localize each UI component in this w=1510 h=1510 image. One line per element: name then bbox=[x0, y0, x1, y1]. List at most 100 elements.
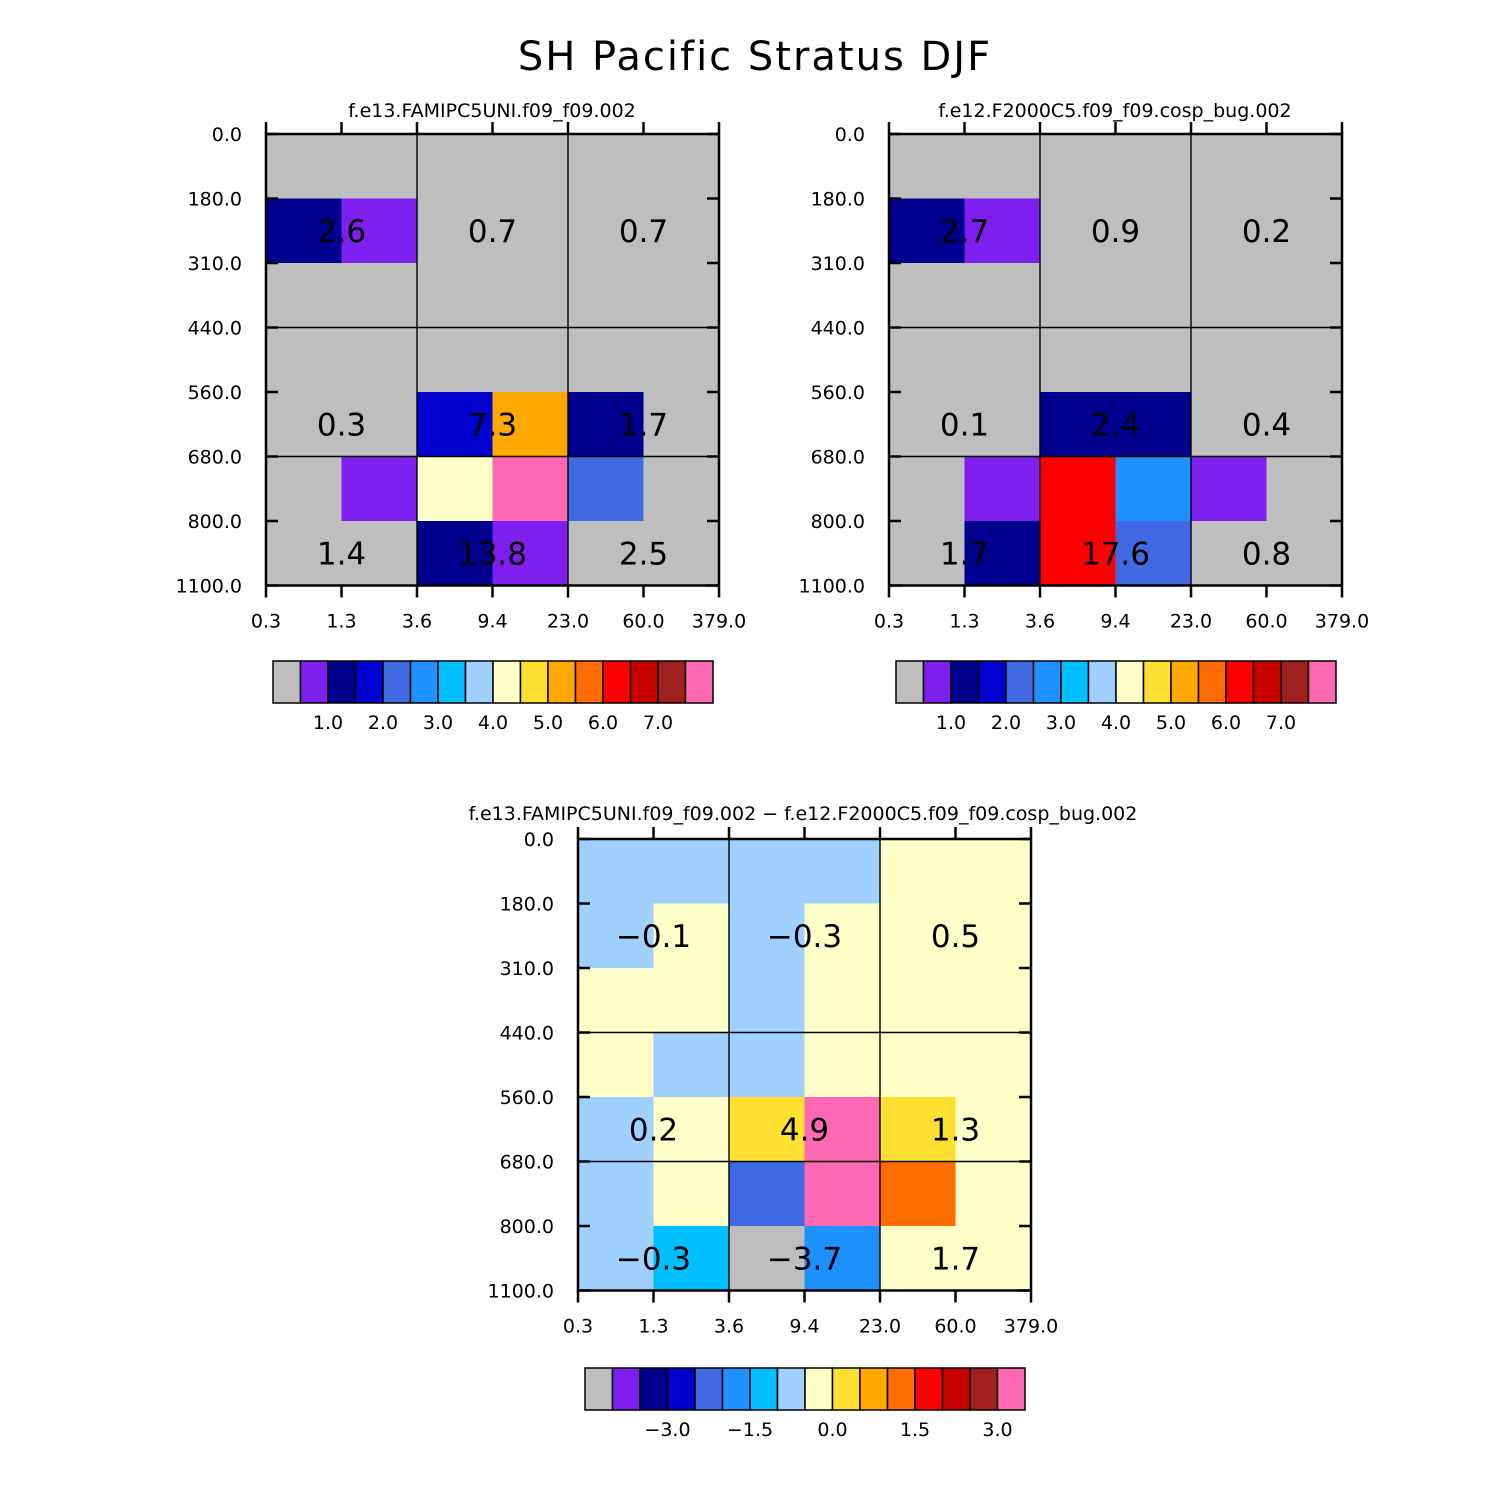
heatmap-cell bbox=[1191, 134, 1268, 200]
y-tick-label: 560.0 bbox=[500, 1087, 554, 1109]
y-tick-label: 180.0 bbox=[500, 894, 554, 916]
legend-swatch bbox=[382, 660, 412, 704]
heatmap-cell bbox=[1040, 327, 1117, 393]
heatmap-cell bbox=[1191, 198, 1268, 264]
legend-swatch bbox=[519, 660, 549, 704]
group-value-label: −3.7 bbox=[767, 1241, 842, 1277]
heatmap-cell bbox=[804, 1097, 881, 1163]
heatmap-cell bbox=[804, 903, 881, 969]
legend-swatch bbox=[409, 660, 439, 704]
panel-1-title: f.e13.FAMIPC5UNI.f09_f09.002 bbox=[348, 100, 636, 122]
heatmap-cell bbox=[417, 134, 494, 200]
legend-swatch bbox=[1252, 660, 1282, 704]
legend-swatch bbox=[1115, 660, 1145, 704]
y-tick-label: 1100.0 bbox=[488, 1281, 554, 1303]
heatmap-cell bbox=[492, 392, 569, 458]
heatmap-cell bbox=[1266, 198, 1343, 264]
heatmap-cell bbox=[1191, 456, 1268, 522]
heatmap-cell bbox=[804, 968, 881, 1034]
heatmap-cell bbox=[341, 392, 418, 458]
legend-swatch bbox=[886, 1367, 916, 1411]
group-value-label: 0.9 bbox=[1091, 214, 1140, 250]
heatmap-cell bbox=[880, 903, 957, 969]
group-value-label: 1.3 bbox=[931, 1112, 980, 1148]
heatmap-cell bbox=[1040, 263, 1117, 329]
heatmap-cell bbox=[568, 198, 645, 264]
figure-title: SH Pacific Stratus DJF bbox=[518, 34, 992, 80]
heatmap-cell bbox=[880, 839, 957, 905]
x-tick-label: 9.4 bbox=[789, 1316, 819, 1338]
legend-swatch bbox=[977, 660, 1007, 704]
legend-label: 1.5 bbox=[900, 1419, 930, 1441]
heatmap-cell bbox=[1115, 198, 1192, 264]
group-value-label: −0.1 bbox=[616, 919, 691, 955]
heatmap-cell bbox=[1266, 456, 1343, 522]
heatmap-cell bbox=[964, 327, 1041, 393]
y-tick-label: 560.0 bbox=[188, 382, 242, 404]
legend-label: 7.0 bbox=[1266, 712, 1296, 734]
legend-label: 3.0 bbox=[982, 1419, 1012, 1441]
heatmap-cell bbox=[964, 198, 1041, 264]
group-value-label: 7.3 bbox=[468, 407, 517, 443]
group-value-label: 17.6 bbox=[1081, 536, 1150, 572]
legend-swatch bbox=[1280, 660, 1310, 704]
heatmap-cell bbox=[266, 263, 343, 329]
legend-swatch bbox=[1087, 660, 1117, 704]
heatmap-cell bbox=[266, 521, 343, 587]
heatmap-cell bbox=[889, 456, 966, 522]
y-tick-label: 560.0 bbox=[811, 382, 865, 404]
heatmap-cell bbox=[889, 263, 966, 329]
legend-swatch bbox=[1307, 660, 1337, 704]
x-tick-label: 3.6 bbox=[402, 611, 432, 633]
heatmap-cell bbox=[1115, 263, 1192, 329]
heatmap-cell bbox=[1115, 521, 1192, 587]
legend-swatch bbox=[437, 660, 467, 704]
legend-swatch bbox=[950, 660, 980, 704]
legend-swatch bbox=[492, 660, 522, 704]
heatmap-cell bbox=[1191, 521, 1268, 587]
heatmap-cell bbox=[578, 1097, 655, 1163]
legend-label: 4.0 bbox=[1101, 712, 1131, 734]
x-tick-label: 60.0 bbox=[622, 611, 664, 633]
heatmap-cell bbox=[492, 521, 569, 587]
x-tick-label: 0.3 bbox=[563, 1316, 593, 1338]
heatmap-cell bbox=[1191, 263, 1268, 329]
heatmap-cell bbox=[1040, 392, 1117, 458]
heatmap-cell bbox=[341, 198, 418, 264]
group-value-label: 1.7 bbox=[940, 536, 989, 572]
heatmap-cell bbox=[492, 198, 569, 264]
heatmap-cell bbox=[417, 521, 494, 587]
legend-label: 5.0 bbox=[1156, 712, 1186, 734]
heatmap-cell bbox=[729, 1226, 806, 1292]
heatmap-cell bbox=[568, 263, 645, 329]
y-tick-label: 180.0 bbox=[811, 189, 865, 211]
legend-swatch bbox=[657, 660, 687, 704]
heatmap-cell bbox=[417, 198, 494, 264]
heatmap-cell bbox=[889, 521, 966, 587]
heatmap-cell bbox=[643, 327, 720, 393]
legend-label: −1.5 bbox=[727, 1419, 773, 1441]
heatmap-cell bbox=[266, 456, 343, 522]
y-tick-label: 440.0 bbox=[500, 1023, 554, 1045]
heatmap-cell bbox=[1040, 198, 1117, 264]
legend-label: 2.0 bbox=[368, 712, 398, 734]
x-tick-label: 0.3 bbox=[874, 611, 904, 633]
y-tick-label: 800.0 bbox=[811, 511, 865, 533]
x-tick-label: 9.4 bbox=[1100, 611, 1130, 633]
heatmap-cell bbox=[643, 198, 720, 264]
legend-swatch bbox=[629, 660, 659, 704]
legend-swatch bbox=[602, 660, 632, 704]
panel-1-legend: 1.0 2.0 3.0 4.0 5.0 6.0 7.0 bbox=[272, 660, 714, 734]
heatmap-cell bbox=[266, 327, 343, 393]
heatmap-cell bbox=[568, 392, 645, 458]
panel-3-title: f.e13.FAMIPC5UNI.f09_f09.002 − f.e12.F20… bbox=[469, 803, 1138, 825]
legend-label: 6.0 bbox=[588, 712, 618, 734]
legend-label: 3.0 bbox=[1046, 712, 1076, 734]
heatmap-cell bbox=[804, 1226, 881, 1292]
group-value-label: 1.7 bbox=[931, 1241, 980, 1277]
legend-swatch bbox=[272, 660, 302, 704]
heatmap-cell bbox=[1040, 456, 1117, 522]
heatmap-cell bbox=[266, 198, 343, 264]
panel-2: f.e12.F2000C5.f09_f09.cosp_bug.002 0.0 18… bbox=[799, 100, 1370, 734]
legend-swatch bbox=[464, 660, 494, 704]
